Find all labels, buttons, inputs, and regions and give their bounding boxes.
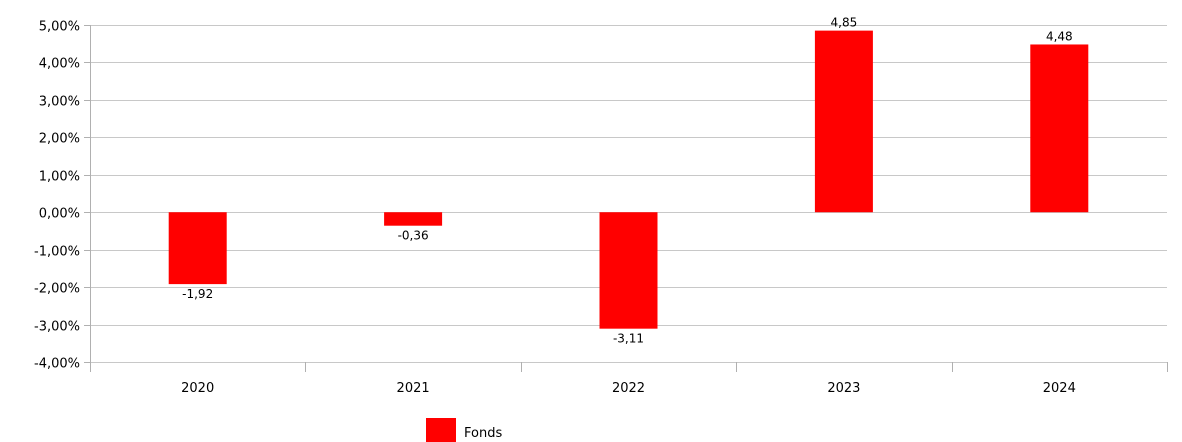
bars: -1,92 -0,36 -3,11 4,85 4,48 [168, 16, 1089, 346]
y-tick-label: 5,00% [39, 20, 80, 35]
legend: Fonds [426, 418, 502, 442]
x-tick-label: 2020 [181, 381, 214, 396]
y-axis-ticks: 5,00% 4,00% 3,00% 2,00% 1,00% 0,00% -1,00% -2,0… [34, 20, 91, 372]
data-label: 4,48 [1046, 29, 1073, 43]
data-label: 4,85 [831, 16, 858, 30]
y-tick-label: 2,00% [39, 132, 80, 147]
y-tick-label: -1,00% [34, 245, 80, 260]
bar-2021 [384, 212, 443, 226]
data-label: -1,92 [182, 287, 213, 301]
y-tick-label: 0,00% [39, 207, 80, 222]
y-tick-label: -4,00% [34, 357, 80, 372]
legend-label: Fonds [464, 426, 502, 441]
y-tick-label: 3,00% [39, 95, 80, 110]
x-tick-label: 2023 [827, 381, 860, 396]
x-tick-label: 2022 [612, 381, 645, 396]
legend-swatch [426, 418, 456, 442]
bar-2022 [599, 212, 658, 329]
bar-2020 [168, 212, 227, 285]
bar-2023 [814, 30, 873, 213]
x-tick-label: 2021 [397, 381, 430, 396]
x-axis-ticks: 2020 2021 2022 2023 2024 [90, 362, 1168, 396]
y-tick-label: 4,00% [39, 57, 80, 72]
data-label: -3,11 [613, 332, 644, 346]
x-tick-label: 2024 [1043, 381, 1076, 396]
y-tick-label: -3,00% [34, 320, 80, 335]
y-tick-label: 1,00% [39, 170, 80, 185]
y-tick-label: -2,00% [34, 282, 80, 297]
data-label: -0,36 [398, 229, 429, 243]
bar-2024 [1030, 44, 1089, 213]
